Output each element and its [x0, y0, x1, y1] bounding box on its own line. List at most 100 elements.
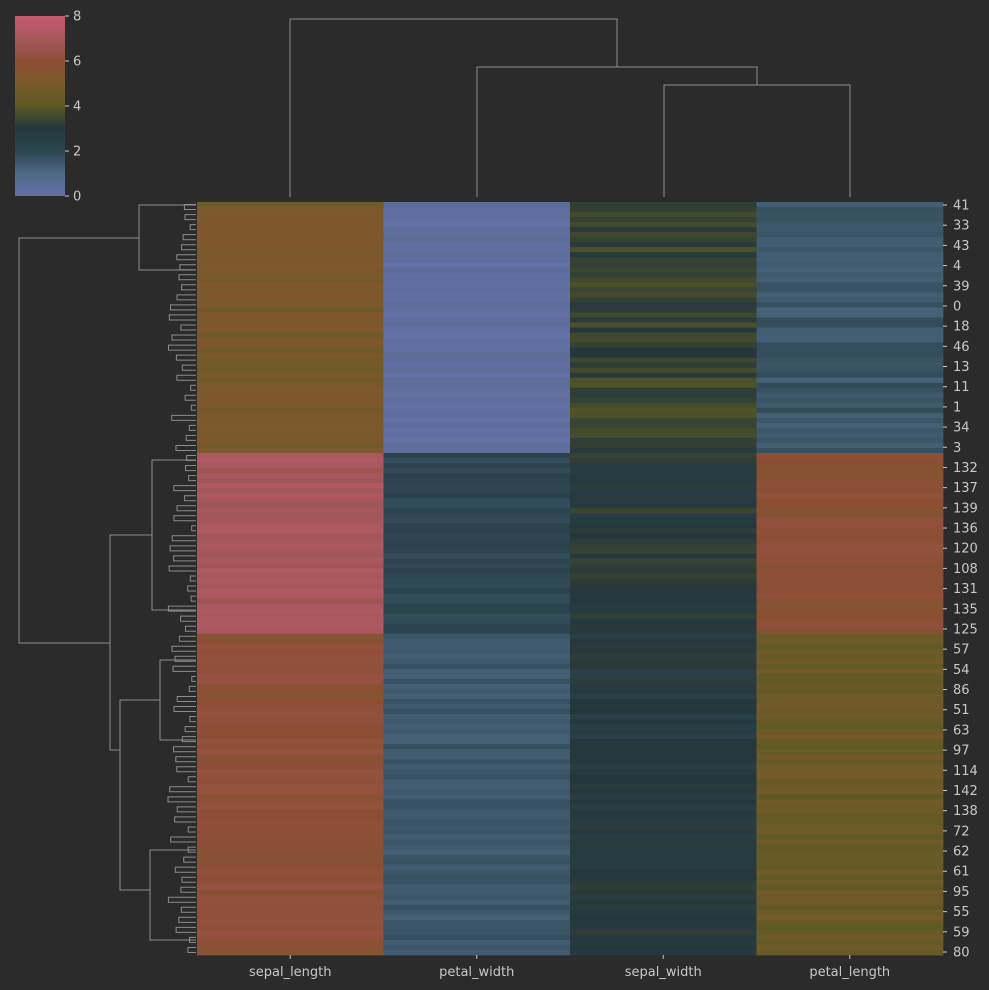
- heatmap-cell: [383, 819, 571, 825]
- heatmap-cell: [570, 332, 757, 338]
- heatmap-cell: [197, 834, 384, 840]
- row-dendro-leaf: [175, 926, 196, 933]
- heatmap-cell: [570, 744, 757, 750]
- heatmap-cell: [570, 437, 757, 444]
- heatmap-cell: [756, 302, 944, 308]
- row-tick-label: 54: [953, 663, 970, 678]
- heatmap-cell: [383, 558, 571, 564]
- heatmap-cell: [570, 553, 757, 559]
- heatmap-cell: [383, 222, 571, 228]
- heatmap-cell: [197, 553, 384, 559]
- heatmap-cell: [570, 939, 757, 946]
- heatmap-cell: [570, 382, 757, 389]
- heatmap-cell: [197, 724, 384, 730]
- heatmap-cell: [383, 282, 571, 288]
- heatmap-cell: [756, 503, 944, 509]
- row-tick-label: 108: [953, 562, 978, 577]
- heatmap-cell: [383, 714, 571, 720]
- column-tick-label: petal_length: [809, 965, 890, 980]
- heatmap-cell: [197, 357, 384, 364]
- heatmap-cell: [756, 362, 944, 369]
- heatmap-cell: [383, 503, 571, 509]
- heatmap-cell: [197, 628, 384, 635]
- heatmap-cell: [383, 879, 571, 886]
- column-tick-label: sepal_width: [625, 965, 702, 980]
- heatmap-cell: [756, 463, 944, 469]
- heatmap-cell: [756, 794, 944, 800]
- heatmap-cell: [570, 237, 757, 243]
- heatmap-cell: [383, 704, 571, 710]
- heatmap-cell: [197, 859, 384, 866]
- heatmap-cell: [570, 367, 757, 374]
- row-dendro-leaf: [190, 595, 196, 602]
- heatmap-cell: [570, 874, 757, 881]
- heatmap-cell: [197, 924, 384, 931]
- heatmap-cell: [570, 698, 757, 705]
- row-dendro-leaf: [181, 736, 196, 743]
- heatmap-cell: [756, 724, 944, 730]
- heatmap-cell: [383, 302, 571, 308]
- heatmap-cell: [383, 548, 571, 554]
- heatmap-cell: [197, 839, 384, 845]
- heatmap-cell: [756, 277, 944, 283]
- row-dendro-leaf: [180, 615, 196, 622]
- heatmap-cell: [756, 297, 944, 303]
- heatmap-cell: [756, 764, 944, 770]
- heatmap-cell: [383, 894, 571, 901]
- heatmap-cell: [197, 704, 384, 710]
- heatmap-cell: [756, 844, 944, 850]
- heatmap-cell: [383, 212, 571, 218]
- heatmap-cell: [383, 749, 571, 755]
- heatmap-cell: [197, 944, 384, 951]
- heatmap-cell: [197, 623, 384, 630]
- heatmap-cell: [570, 658, 757, 665]
- heatmap-cell: [383, 949, 571, 956]
- heatmap-cell: [383, 317, 571, 323]
- heatmap-cell: [197, 252, 384, 258]
- row-dendro-c1: [159, 659, 196, 741]
- heatmap-cell: [570, 417, 757, 424]
- heatmap-cell: [570, 618, 757, 625]
- row-dendro-leaf: [186, 455, 196, 461]
- heatmap-cell: [570, 518, 757, 524]
- heatmap-cell: [756, 317, 944, 323]
- heatmap-cell: [756, 397, 944, 404]
- col-dendro-link-2: [476, 66, 758, 197]
- heatmap-cell: [197, 563, 384, 569]
- heatmap-cell: [756, 352, 944, 359]
- row-dendro-leaf: [175, 354, 196, 361]
- heatmap-cell: [383, 563, 571, 569]
- heatmap-cell: [570, 277, 757, 283]
- heatmap-cell: [197, 367, 384, 374]
- heatmap-cell: [383, 337, 571, 343]
- heatmap-cell: [383, 247, 571, 253]
- heatmap-cell: [197, 558, 384, 564]
- row-tick-label: 97: [953, 744, 970, 759]
- heatmap-cell: [197, 779, 384, 785]
- heatmap-cell: [197, 774, 384, 780]
- heatmap-cell: [570, 904, 757, 911]
- heatmap-cell: [197, 789, 384, 795]
- heatmap-cell: [383, 643, 571, 650]
- heatmap-cell: [756, 558, 944, 564]
- row-dendro-leaf: [176, 254, 196, 261]
- heatmap-cell: [197, 909, 384, 916]
- heatmap-cell: [383, 267, 571, 273]
- row-tick-label: 135: [953, 602, 978, 617]
- heatmap-cell: [570, 929, 757, 936]
- heatmap-cell: [197, 869, 384, 876]
- heatmap-cell: [197, 879, 384, 886]
- heatmap-cell: [570, 202, 757, 208]
- heatmap-cell: [570, 307, 757, 313]
- heatmap-cell: [197, 769, 384, 775]
- heatmap-cell: [197, 568, 384, 574]
- heatmap-cell: [197, 257, 384, 263]
- heatmap-cell: [383, 628, 571, 635]
- heatmap-cell: [197, 207, 384, 213]
- heatmap-cell: [383, 202, 571, 208]
- heatmap-cell: [197, 749, 384, 755]
- heatmap-cell: [197, 227, 384, 233]
- heatmap-cell: [383, 352, 571, 359]
- heatmap-cell: [383, 814, 571, 820]
- heatmap-cell: [383, 568, 571, 574]
